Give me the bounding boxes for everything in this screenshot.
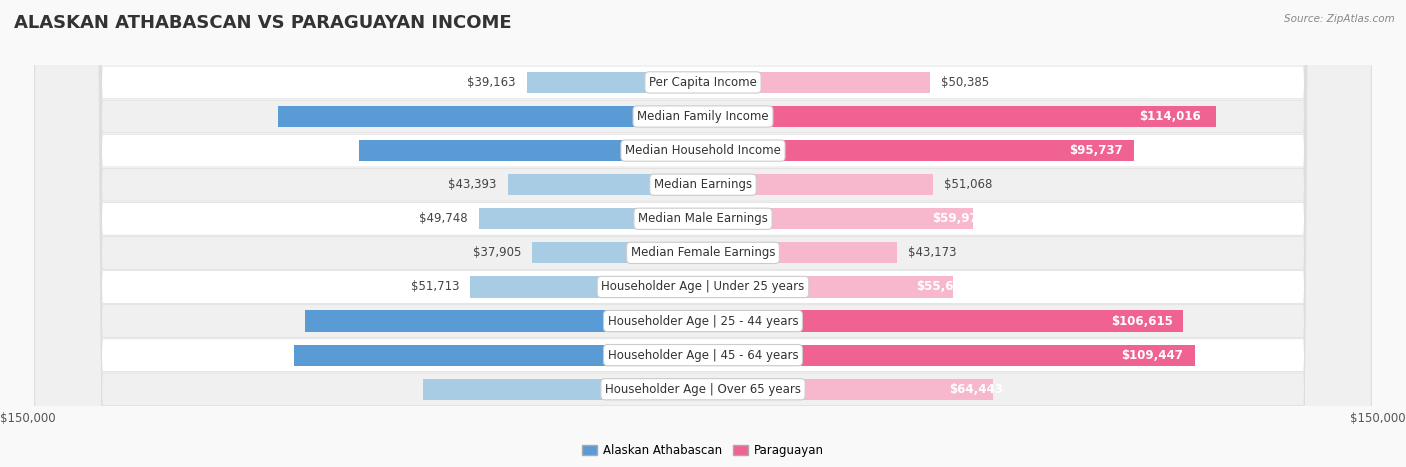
Text: $37,905: $37,905 [472, 247, 522, 259]
Text: $90,951: $90,951 [641, 349, 696, 361]
Text: $59,975: $59,975 [932, 212, 986, 225]
Text: Householder Age | 45 - 64 years: Householder Age | 45 - 64 years [607, 349, 799, 361]
Text: $50,385: $50,385 [941, 76, 988, 89]
Text: $94,429: $94,429 [640, 110, 693, 123]
Text: $106,615: $106,615 [1111, 315, 1173, 327]
Text: $64,443: $64,443 [949, 383, 1004, 396]
Bar [294, 345, 703, 366]
Text: $51,713: $51,713 [411, 281, 460, 293]
FancyBboxPatch shape [35, 0, 1371, 467]
Text: Householder Age | Under 25 years: Householder Age | Under 25 years [602, 281, 804, 293]
Text: Median Female Earnings: Median Female Earnings [631, 247, 775, 259]
Bar [703, 242, 897, 263]
Bar [703, 311, 1182, 332]
FancyBboxPatch shape [35, 0, 1371, 467]
Text: $88,446: $88,446 [644, 315, 697, 327]
Bar [703, 140, 1133, 161]
Text: $51,068: $51,068 [943, 178, 993, 191]
Bar [703, 106, 1216, 127]
Text: $95,737: $95,737 [1069, 144, 1123, 157]
FancyBboxPatch shape [35, 0, 1371, 467]
Text: $114,016: $114,016 [1139, 110, 1201, 123]
Bar [703, 72, 929, 93]
Bar [703, 379, 993, 400]
Text: $109,447: $109,447 [1122, 349, 1184, 361]
FancyBboxPatch shape [35, 0, 1371, 467]
FancyBboxPatch shape [35, 0, 1371, 467]
Bar [423, 379, 703, 400]
Text: $55,614: $55,614 [915, 281, 970, 293]
Text: Householder Age | 25 - 44 years: Householder Age | 25 - 44 years [607, 315, 799, 327]
Bar [479, 208, 703, 229]
Text: Source: ZipAtlas.com: Source: ZipAtlas.com [1284, 14, 1395, 24]
FancyBboxPatch shape [35, 0, 1371, 467]
Bar [703, 276, 953, 297]
Bar [703, 208, 973, 229]
Bar [533, 242, 703, 263]
FancyBboxPatch shape [35, 0, 1371, 467]
Text: Median Household Income: Median Household Income [626, 144, 780, 157]
Text: $43,173: $43,173 [908, 247, 957, 259]
Bar [471, 276, 703, 297]
Bar [305, 311, 703, 332]
FancyBboxPatch shape [35, 0, 1371, 467]
Bar [508, 174, 703, 195]
Text: Median Family Income: Median Family Income [637, 110, 769, 123]
Text: $49,748: $49,748 [419, 212, 468, 225]
Text: Householder Age | Over 65 years: Householder Age | Over 65 years [605, 383, 801, 396]
FancyBboxPatch shape [35, 0, 1371, 467]
Text: Median Male Earnings: Median Male Earnings [638, 212, 768, 225]
Bar [703, 174, 932, 195]
Text: Median Earnings: Median Earnings [654, 178, 752, 191]
Bar [703, 345, 1195, 366]
FancyBboxPatch shape [35, 0, 1371, 467]
Text: $43,393: $43,393 [449, 178, 496, 191]
Legend: Alaskan Athabascan, Paraguayan: Alaskan Athabascan, Paraguayan [578, 439, 828, 462]
Text: $62,330: $62,330 [661, 383, 714, 396]
Bar [360, 140, 703, 161]
Text: Per Capita Income: Per Capita Income [650, 76, 756, 89]
Bar [278, 106, 703, 127]
Text: $76,383: $76,383 [651, 144, 704, 157]
Text: ALASKAN ATHABASCAN VS PARAGUAYAN INCOME: ALASKAN ATHABASCAN VS PARAGUAYAN INCOME [14, 14, 512, 32]
Text: $39,163: $39,163 [467, 76, 516, 89]
Bar [527, 72, 703, 93]
